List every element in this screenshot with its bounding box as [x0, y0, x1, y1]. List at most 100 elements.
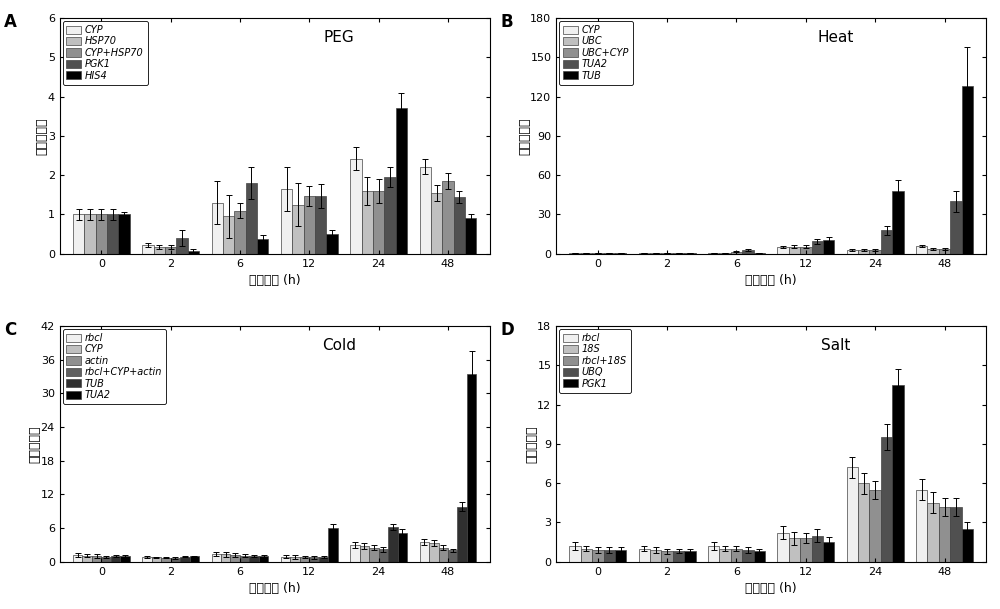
Bar: [847, 250, 858, 254]
Bar: [152, 557, 161, 561]
Bar: [823, 542, 834, 561]
Bar: [881, 230, 892, 254]
Bar: [420, 542, 429, 561]
Bar: [592, 550, 604, 561]
X-axis label: 处理时间 (h): 处理时间 (h): [745, 582, 797, 595]
Bar: [858, 250, 869, 254]
Text: B: B: [500, 13, 513, 32]
Bar: [615, 550, 626, 561]
Bar: [742, 550, 754, 561]
Bar: [858, 483, 869, 561]
Y-axis label: 相对表达量: 相对表达量: [36, 117, 49, 155]
Bar: [789, 538, 800, 561]
Bar: [708, 253, 719, 254]
Bar: [165, 247, 176, 254]
Bar: [73, 555, 82, 561]
Bar: [96, 214, 107, 254]
Bar: [281, 189, 292, 254]
Bar: [916, 246, 927, 254]
Bar: [259, 556, 268, 561]
Bar: [161, 558, 171, 561]
Bar: [661, 253, 673, 254]
Bar: [315, 196, 326, 254]
Bar: [420, 166, 431, 254]
Bar: [454, 197, 465, 254]
Bar: [719, 549, 731, 561]
Bar: [362, 191, 373, 254]
Bar: [246, 183, 257, 254]
Bar: [465, 217, 476, 254]
Bar: [142, 245, 154, 254]
Bar: [281, 557, 290, 561]
Legend: CYP, HSP70, CYP+HSP70, PGK1, HIS4: CYP, HSP70, CYP+HSP70, PGK1, HIS4: [63, 21, 148, 85]
Bar: [800, 538, 812, 561]
Bar: [950, 507, 962, 561]
Bar: [92, 556, 101, 561]
Bar: [328, 528, 338, 561]
Text: A: A: [4, 13, 17, 32]
Bar: [789, 247, 800, 254]
Bar: [800, 247, 812, 254]
Bar: [869, 250, 881, 254]
Bar: [142, 557, 152, 561]
Bar: [639, 549, 650, 561]
Text: C: C: [4, 322, 16, 339]
Text: D: D: [500, 322, 514, 339]
Bar: [639, 253, 650, 254]
Bar: [731, 549, 742, 561]
Bar: [661, 551, 673, 561]
Bar: [962, 529, 973, 561]
Y-axis label: 相对表达量: 相对表达量: [518, 117, 531, 155]
Bar: [212, 554, 221, 561]
Bar: [927, 503, 939, 561]
Bar: [650, 253, 661, 254]
Bar: [290, 557, 300, 561]
Bar: [742, 250, 754, 254]
Bar: [326, 234, 338, 254]
Bar: [240, 555, 249, 561]
Bar: [457, 507, 467, 561]
Bar: [171, 558, 180, 561]
Bar: [777, 247, 789, 254]
Bar: [892, 385, 904, 561]
Bar: [257, 239, 268, 254]
Bar: [916, 490, 927, 561]
Bar: [673, 253, 684, 254]
Bar: [398, 532, 407, 561]
Text: Salt: Salt: [821, 338, 850, 353]
Bar: [180, 557, 190, 561]
Legend: rbcl, 18S, rbcl+18S, UBQ, PGK1: rbcl, 18S, rbcl+18S, UBQ, PGK1: [559, 329, 631, 393]
Bar: [684, 551, 696, 561]
Bar: [319, 557, 328, 561]
Bar: [369, 547, 379, 561]
Bar: [309, 557, 319, 561]
Bar: [120, 556, 130, 561]
Bar: [384, 177, 396, 254]
Bar: [604, 253, 615, 254]
Bar: [604, 550, 615, 561]
Bar: [823, 240, 834, 254]
Bar: [154, 247, 165, 254]
Bar: [230, 555, 240, 561]
Bar: [304, 196, 315, 254]
Bar: [118, 214, 130, 254]
Y-axis label: 相对表达量: 相对表达量: [29, 425, 42, 463]
Bar: [939, 249, 950, 254]
Bar: [777, 533, 789, 561]
Bar: [234, 211, 246, 254]
Bar: [569, 253, 581, 254]
Bar: [292, 205, 304, 254]
Bar: [708, 546, 719, 561]
Bar: [650, 550, 661, 561]
Bar: [812, 241, 823, 254]
Bar: [350, 545, 360, 561]
Bar: [212, 203, 223, 254]
Bar: [581, 253, 592, 254]
Bar: [429, 543, 439, 561]
Text: PEG: PEG: [324, 30, 354, 45]
Bar: [190, 557, 199, 561]
Bar: [107, 214, 118, 254]
Bar: [111, 556, 120, 561]
Bar: [592, 253, 604, 254]
Bar: [847, 468, 858, 561]
